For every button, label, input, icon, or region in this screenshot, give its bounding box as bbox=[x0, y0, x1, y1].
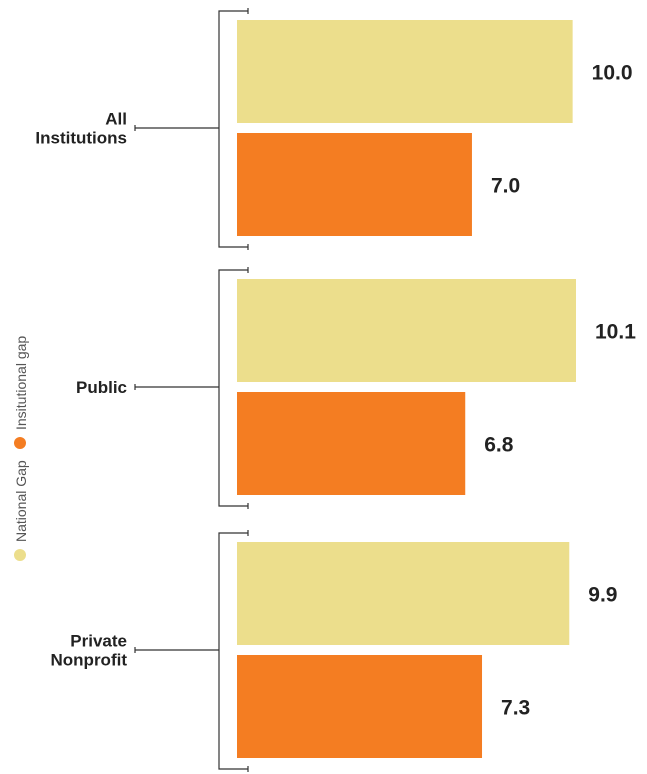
group-bracket bbox=[218, 269, 248, 507]
bar-group: Private Nonprofit 9.9 7.3 bbox=[51, 530, 617, 772]
national-gap-bar bbox=[237, 542, 570, 645]
group-bracket bbox=[218, 10, 248, 248]
value-label: 6.8 bbox=[484, 434, 514, 457]
bar-group: Public 10.1 6.8 bbox=[76, 267, 636, 509]
value-label: 7.3 bbox=[501, 697, 530, 720]
category-label: Private Nonprofit bbox=[51, 632, 128, 670]
national-gap-bar bbox=[237, 279, 576, 382]
value-label: 7.0 bbox=[491, 175, 520, 198]
legend-marker bbox=[14, 437, 26, 449]
value-label: 9.9 bbox=[588, 584, 617, 607]
bar-groups: All Institutions 10.0 7.0 Public 10.1 6.8 Priva… bbox=[35, 8, 636, 772]
bar-group: All Institutions 10.0 7.0 bbox=[35, 8, 633, 250]
institutional-gap-bar bbox=[237, 655, 483, 758]
category-label: All Institutions bbox=[35, 110, 127, 148]
institutional-gap-bar bbox=[237, 133, 472, 236]
value-label: 10.1 bbox=[595, 321, 636, 344]
legend-label: National Gap bbox=[13, 460, 29, 542]
national-gap-bar bbox=[237, 20, 573, 123]
legend: National Gap Insitutional gap bbox=[13, 336, 29, 561]
institutional-gap-bar bbox=[237, 392, 466, 495]
value-label: 10.0 bbox=[592, 62, 633, 85]
legend-marker bbox=[14, 549, 26, 561]
category-label: Public bbox=[76, 378, 127, 397]
legend-items: National Gap Insitutional gap bbox=[13, 336, 29, 561]
group-bracket bbox=[218, 532, 248, 770]
legend-label: Insitutional gap bbox=[13, 336, 29, 430]
